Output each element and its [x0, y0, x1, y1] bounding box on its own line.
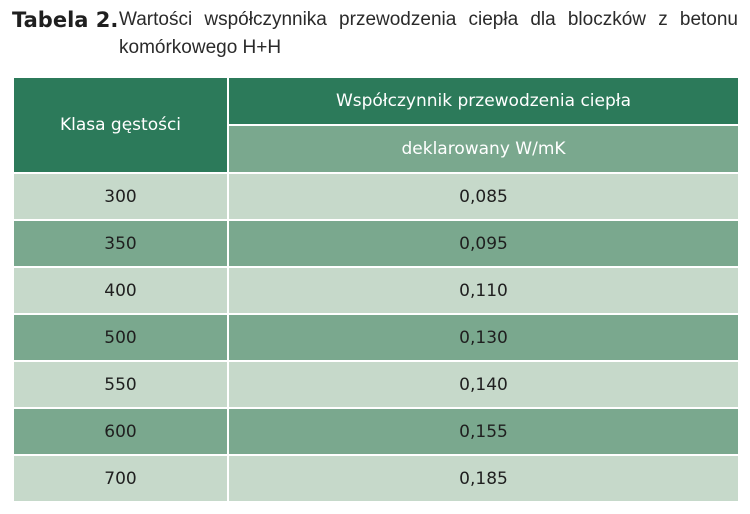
header-density-class: Klasa gęstości: [12, 76, 229, 174]
header-declared-unit: deklarowany W/mK: [227, 124, 740, 174]
value-cell: 0,140: [227, 360, 740, 409]
density-cell: 400: [12, 266, 229, 315]
table-row: 600 0,155: [12, 407, 740, 456]
value-cell: 0,085: [227, 172, 740, 221]
value-cell: 0,155: [227, 407, 740, 456]
density-cell: 700: [12, 454, 229, 503]
density-cell: 550: [12, 360, 229, 409]
table-row: 400 0,110: [12, 266, 740, 315]
value-cell: 0,095: [227, 219, 740, 268]
density-cell: 500: [12, 313, 229, 362]
table-row: 550 0,140: [12, 360, 740, 409]
header-conductivity: Współczynnik przewodzenia ciepła: [227, 76, 740, 126]
table-row: 700 0,185: [12, 454, 740, 503]
density-cell: 300: [12, 172, 229, 221]
table-row: 500 0,130: [12, 313, 740, 362]
table-row: 350 0,095: [12, 219, 740, 268]
density-cell: 600: [12, 407, 229, 456]
value-cell: 0,185: [227, 454, 740, 503]
caption-text: Wartości współczynnika przewodzenia ciep…: [119, 9, 738, 58]
conductivity-table: Klasa gęstości Współczynnik przewodzenia…: [12, 76, 740, 503]
density-cell: 350: [12, 219, 229, 268]
table-caption: Tabela 2. Wartości współczynnika przewod…: [12, 6, 738, 70]
caption-label: Tabela 2.: [12, 8, 119, 32]
table-row: 300 0,085: [12, 172, 740, 221]
value-cell: 0,130: [227, 313, 740, 362]
value-cell: 0,110: [227, 266, 740, 315]
